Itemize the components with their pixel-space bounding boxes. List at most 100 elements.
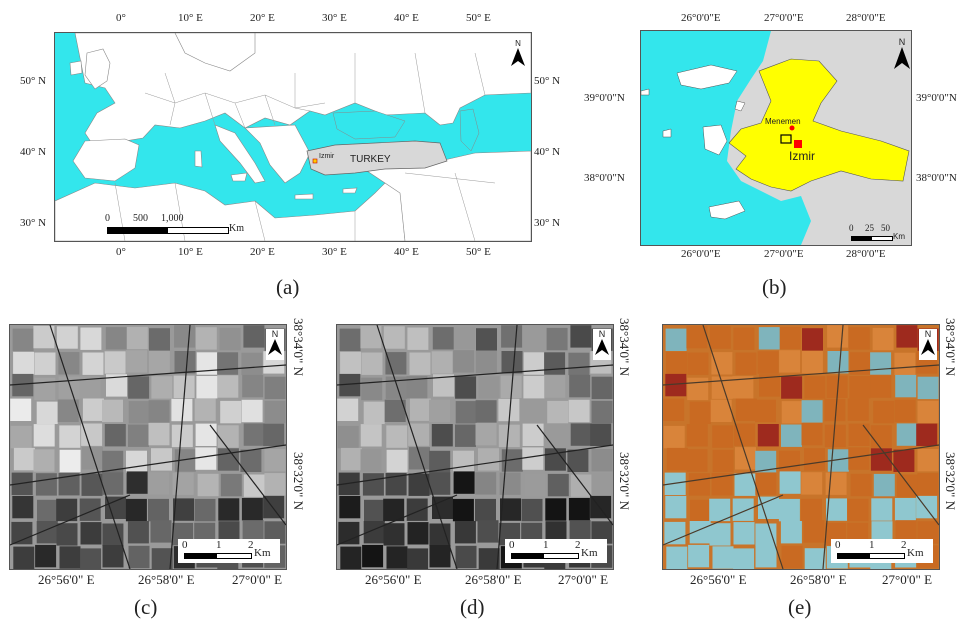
field-parcel [779, 326, 801, 350]
field-parcel [171, 424, 193, 448]
field-parcel [755, 545, 777, 568]
field-parcel [757, 424, 779, 447]
field-parcel [873, 473, 895, 497]
field-parcel [735, 398, 757, 421]
field-parcel [33, 449, 55, 472]
field-parcel [709, 498, 731, 522]
izmir-label: Izmir [789, 149, 815, 163]
field-parcel [712, 449, 734, 473]
field-parcel [804, 448, 825, 471]
field-parcel [104, 424, 126, 447]
caption-d: (d) [460, 595, 485, 619]
lon-label: 27°0'0" E [232, 572, 283, 587]
field-parcel [453, 471, 475, 494]
field-parcel [893, 449, 915, 472]
field-parcel [591, 449, 613, 472]
field-parcel [779, 350, 801, 373]
lat-label: 40° N [20, 146, 47, 158]
optical-image-e [663, 325, 939, 569]
field-parcel [666, 447, 688, 471]
lon-label: 26°0'0"E [681, 248, 721, 260]
field-parcel [361, 352, 383, 375]
field-parcel [666, 351, 688, 375]
field-parcel [36, 401, 58, 424]
field-parcel [126, 326, 148, 350]
image-frame: N 0 1 2 Km [662, 324, 940, 570]
lat-label: 38°34'0" N [291, 318, 306, 376]
field-parcel [102, 399, 123, 423]
field-parcel [591, 400, 613, 424]
field-parcel [687, 352, 709, 375]
field-parcel [264, 449, 286, 472]
field-parcel [781, 424, 802, 447]
field-parcel [475, 350, 497, 374]
field-parcel [148, 350, 170, 374]
north-arrow-icon: N [593, 329, 611, 360]
lat-label: 39°0'0"N [584, 92, 625, 104]
field-parcel [801, 498, 822, 522]
turkey-label: TURKEY [350, 154, 391, 165]
field-parcel [242, 520, 264, 543]
field-parcel [58, 473, 80, 496]
field-parcel [407, 548, 429, 569]
lon-label: 27°0'0" E [558, 572, 609, 587]
field-parcel [547, 400, 569, 424]
road-line [376, 325, 458, 569]
field-parcel [240, 449, 262, 472]
field-parcel [712, 425, 734, 448]
field-parcel [340, 447, 362, 471]
field-parcel [523, 352, 545, 375]
field-parcel [894, 498, 916, 521]
field-parcel [220, 473, 242, 497]
field-parcel [102, 523, 124, 546]
field-parcel [218, 498, 240, 521]
field-parcel [871, 498, 893, 521]
field-parcel [431, 424, 453, 447]
field-parcel [337, 398, 359, 421]
lon-label: 27°0'0"E [764, 248, 804, 260]
field-parcel [522, 423, 544, 446]
field-parcel [916, 423, 938, 446]
field-parcel [339, 373, 361, 397]
field-parcel [408, 423, 430, 446]
field-parcel [801, 472, 823, 495]
road-line [663, 444, 939, 486]
field-parcel [546, 327, 568, 351]
lat-label: 30° N [20, 217, 47, 229]
road-line [862, 424, 939, 526]
field-parcel [409, 447, 430, 470]
field-parcel [102, 472, 124, 495]
field-parcel [34, 352, 56, 375]
road-line [337, 494, 458, 546]
field-parcel [173, 375, 195, 398]
field-parcel [58, 352, 80, 375]
field-parcel [732, 498, 754, 521]
field-parcel [406, 498, 428, 521]
field-parcel [687, 377, 709, 401]
field-parcel [151, 376, 173, 399]
field-parcel [665, 328, 687, 351]
north-arrow-icon: N [893, 37, 911, 74]
izmir-label: Izmir [319, 153, 335, 160]
field-parcel [663, 398, 685, 421]
field-parcel [128, 401, 150, 424]
field-parcel [781, 401, 803, 424]
field-parcel [758, 327, 780, 350]
field-parcel [453, 450, 474, 474]
road-line [49, 325, 131, 569]
field-parcel [827, 351, 849, 374]
field-parcel [663, 425, 685, 449]
field-parcel [13, 351, 35, 375]
field-parcel [894, 352, 916, 376]
field-parcel [80, 327, 102, 350]
field-parcel [128, 424, 149, 447]
field-parcel [383, 523, 405, 546]
road-line [337, 444, 613, 486]
lon-label: 27°0'0"E [764, 12, 804, 24]
road-line [10, 444, 286, 486]
field-parcel [710, 399, 732, 422]
field-parcel [570, 325, 592, 348]
road-line [536, 424, 613, 526]
field-parcel [896, 474, 918, 497]
field-parcel [385, 473, 407, 496]
